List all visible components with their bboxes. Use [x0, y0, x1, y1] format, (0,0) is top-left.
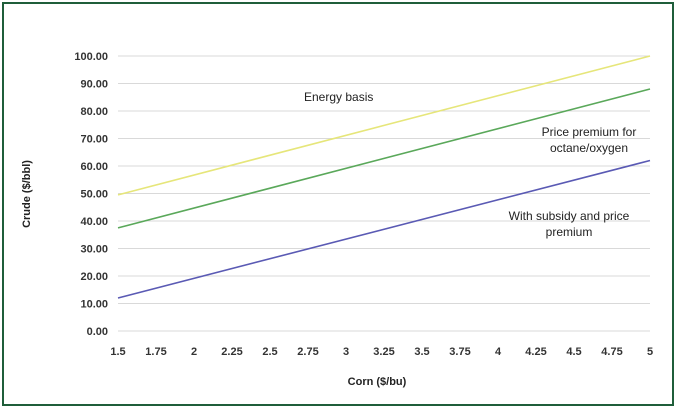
x-tick-labels: 1.5 1.75 2 2.25 2.5 2.75 3 3.25 3.5 3.75 4 4.25 4.5 4…	[110, 346, 653, 358]
annotation-line: With subsidy and price	[509, 209, 630, 223]
y-tick-label: 30.00	[80, 244, 108, 256]
annotation-line: octane/oxygen	[550, 141, 628, 155]
x-axis-label: Corn ($/bu)	[348, 376, 407, 388]
annotation-2: Price premium for octane/oxygen	[542, 125, 637, 155]
y-tick-label: 90.00	[80, 79, 108, 91]
series-lines	[117, 55, 651, 299]
y-tick-label: 70.00	[80, 134, 108, 146]
x-tick-label: 3.25	[373, 346, 394, 358]
x-tick-label: 4.25	[525, 346, 546, 358]
annotation-line: Energy basis	[304, 90, 373, 104]
x-tick-label: 3.75	[449, 346, 470, 358]
series-line-3	[117, 159, 651, 299]
x-tick-label: 3	[343, 346, 349, 358]
series-line-2	[117, 88, 651, 229]
x-tick-label: 4.5	[566, 346, 581, 358]
x-tick-label: 5	[647, 346, 653, 358]
y-tick-label: 80.00	[80, 106, 108, 118]
y-tick-label: 40.00	[80, 216, 108, 228]
x-tick-label: 2	[191, 346, 197, 358]
line-chart: 0.00 10.00 20.00 30.00 40.00 50.00 60.00 70.00 8…	[21, 51, 653, 388]
annotations: Energy basis Price premium for octane/oxyg…	[304, 90, 636, 239]
series-line-1	[117, 55, 651, 196]
annotation-3: With subsidy and price premium	[509, 209, 630, 239]
y-tick-label: 10.00	[80, 299, 108, 311]
x-tick-label: 1.75	[145, 346, 166, 358]
x-tick-label: 2.75	[297, 346, 318, 358]
y-tick-label: 100.00	[74, 51, 108, 63]
x-tick-label: 2.5	[262, 346, 277, 358]
x-tick-label: 2.25	[221, 346, 242, 358]
x-tick-label: 4.75	[601, 346, 622, 358]
y-tick-label: 0.00	[87, 326, 108, 338]
x-tick-label: 1.5	[110, 346, 125, 358]
y-tick-label: 60.00	[80, 161, 108, 173]
y-tick-label: 20.00	[80, 271, 108, 283]
annotation-line: premium	[546, 225, 593, 239]
y-axis-label: Crude ($/bbl)	[21, 160, 33, 228]
annotation-line: Price premium for	[542, 125, 637, 139]
gridlines	[118, 55, 650, 332]
y-tick-labels: 0.00 10.00 20.00 30.00 40.00 50.00 60.00 70.00 8…	[74, 51, 108, 338]
annotation-1: Energy basis	[304, 90, 373, 104]
x-tick-label: 4	[495, 346, 502, 358]
y-tick-label: 50.00	[80, 189, 108, 201]
x-tick-label: 3.5	[414, 346, 429, 358]
